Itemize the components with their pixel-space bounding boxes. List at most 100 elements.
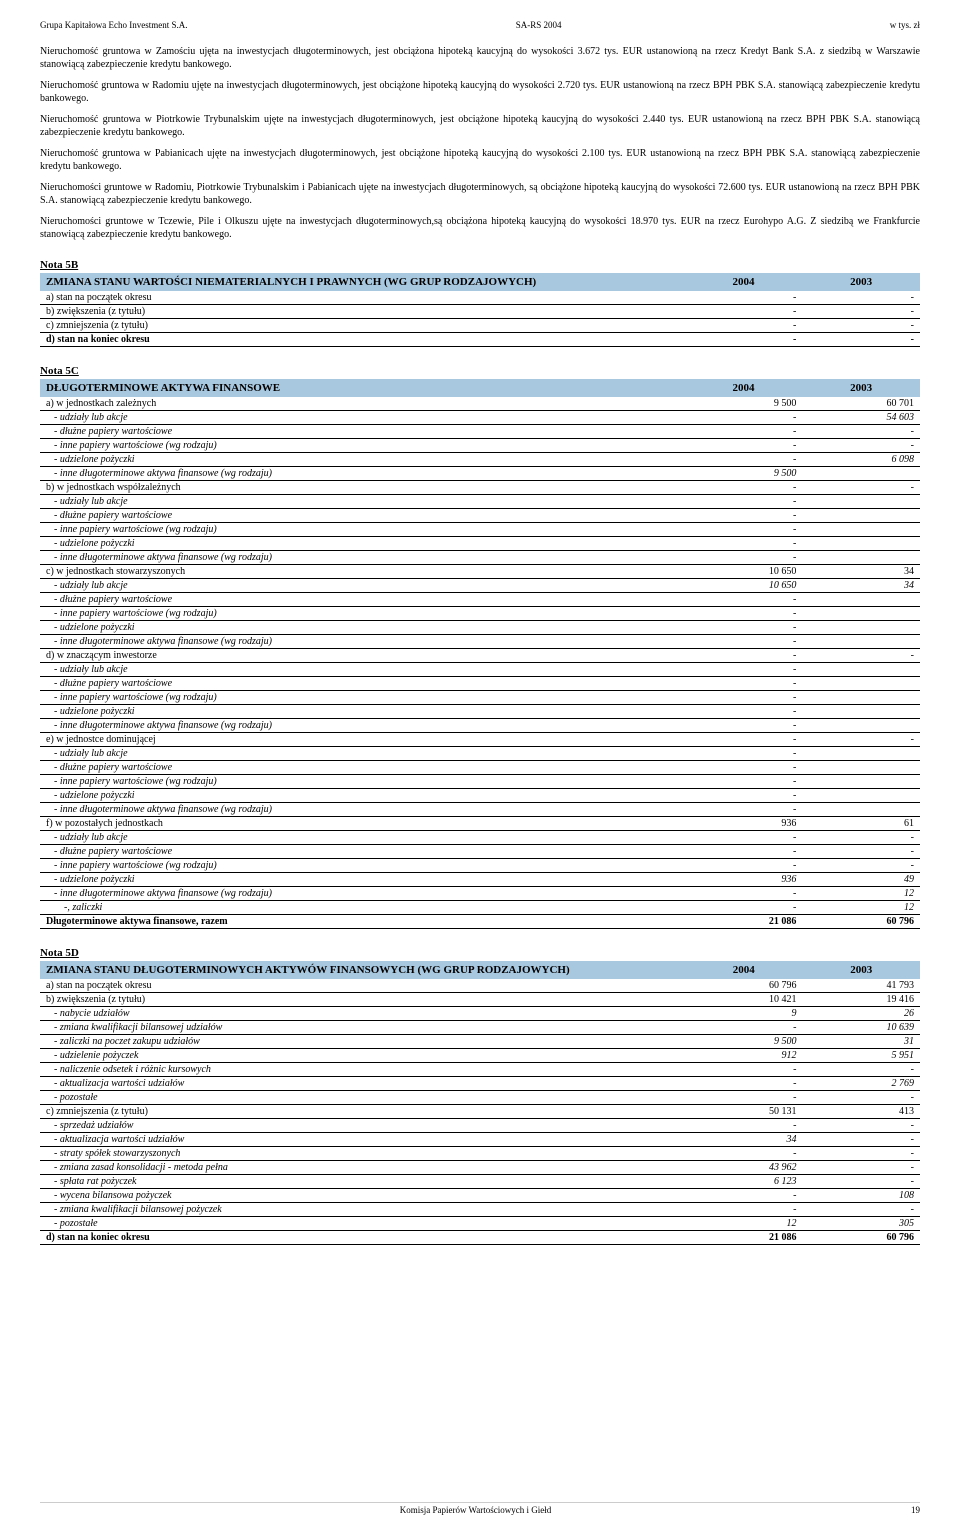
row-label: - udzielone pożyczki — [40, 537, 685, 551]
nota5c-table: DŁUGOTERMINOWE AKTYWA FINANSOWE 2004 200… — [40, 379, 920, 929]
nota5c-title: DŁUGOTERMINOWE AKTYWA FINANSOWE — [40, 379, 685, 397]
table-row: d) stan na koniec okresu21 08660 796 — [40, 1231, 920, 1245]
row-label: -, zaliczki — [40, 901, 685, 915]
row-value-2004: - — [685, 663, 803, 677]
row-value-2004: 34 — [685, 1133, 803, 1147]
nota5d-col1: 2004 — [685, 961, 803, 979]
row-value-2004: - — [685, 705, 803, 719]
table-row: - udzielone pożyczki- — [40, 705, 920, 719]
table-row: - udzielone pożyczki- — [40, 789, 920, 803]
table-row: - udziały lub akcje-54 603 — [40, 411, 920, 425]
row-value-2004: - — [685, 607, 803, 621]
row-value-2003: - — [802, 1063, 920, 1077]
row-value-2004: - — [685, 1203, 803, 1217]
table-row: - naliczenie odsetek i różnic kursowych -… — [40, 1063, 920, 1077]
table-row: - udzielone pożyczki-6 098 — [40, 453, 920, 467]
row-value-2003: 413 — [802, 1105, 920, 1119]
table-row: - aktualizacja wartości udziałów34- — [40, 1133, 920, 1147]
row-label: a) stan na początek okresu — [40, 291, 685, 305]
row-value-2004: - — [685, 859, 803, 873]
nota5d-col2: 2003 — [802, 961, 920, 979]
table-row: - inne papiery wartościowe (wg rodzaju)- — [40, 607, 920, 621]
row-value-2004: 9 500 — [685, 1035, 803, 1049]
nota5b-label: Nota 5B — [40, 259, 920, 271]
nota5c-col2: 2003 — [802, 379, 920, 397]
table-row: - inne długoterminowe aktywa finansowe (… — [40, 551, 920, 565]
row-value-2004: - — [685, 803, 803, 817]
row-label: - inne papiery wartościowe (wg rodzaju) — [40, 775, 685, 789]
table-row: - dłużne papiery wartościowe-- — [40, 425, 920, 439]
row-value-2003 — [802, 551, 920, 565]
table-row: - dłużne papiery wartościowe-- — [40, 845, 920, 859]
row-label: - wycena bilansowa pożyczek — [40, 1189, 685, 1203]
table-row: Długoterminowe aktywa finansowe, razem21… — [40, 915, 920, 929]
row-label: - udzielone pożyczki — [40, 453, 685, 467]
row-value-2003: 49 — [802, 873, 920, 887]
header-right: w tys. zł — [890, 20, 920, 30]
row-value-2003: - — [802, 649, 920, 663]
row-value-2004: - — [685, 789, 803, 803]
row-value-2003: 60 796 — [802, 915, 920, 929]
table-row: - wycena bilansowa pożyczek-108 — [40, 1189, 920, 1203]
row-value-2003: - — [802, 319, 920, 333]
page-header: Grupa Kapitałowa Echo Investment S.A. SA… — [40, 20, 920, 30]
row-value-2003: - — [802, 1133, 920, 1147]
row-value-2004: 9 500 — [685, 467, 803, 481]
table-row: - nabycie udziałów926 — [40, 1007, 920, 1021]
table-row: - udzielone pożyczki93649 — [40, 873, 920, 887]
row-label: a) stan na początek okresu — [40, 979, 685, 993]
paragraph: Nieruchomość gruntowa w Zamościu ujęta n… — [40, 45, 920, 71]
row-label: - naliczenie odsetek i różnic kursowych — [40, 1063, 685, 1077]
row-value-2003: - — [802, 1119, 920, 1133]
nota5c-header-row: DŁUGOTERMINOWE AKTYWA FINANSOWE 2004 200… — [40, 379, 920, 397]
row-value-2003 — [802, 677, 920, 691]
row-label: - zmiana zasad konsolidacji - metoda peł… — [40, 1161, 685, 1175]
row-label: - zmiana kwalifikacji bilansowej pożycze… — [40, 1203, 685, 1217]
table-row: c) zmniejszenia (z tytułu)50 131413 — [40, 1105, 920, 1119]
nota5d-table: ZMIANA STANU DŁUGOTERMINOWYCH AKTYWÓW FI… — [40, 961, 920, 1245]
row-label: - inne długoterminowe aktywa finansowe (… — [40, 467, 685, 481]
table-row: - inne papiery wartościowe (wg rodzaju)- — [40, 523, 920, 537]
row-label: - inne papiery wartościowe (wg rodzaju) — [40, 607, 685, 621]
row-value-2003 — [802, 747, 920, 761]
row-value-2004: 60 796 — [685, 979, 803, 993]
row-label: - dłużne papiery wartościowe — [40, 593, 685, 607]
row-value-2003: 60 796 — [802, 1231, 920, 1245]
row-value-2003 — [802, 607, 920, 621]
row-value-2004: - — [685, 453, 803, 467]
table-row: d) stan na koniec okresu-- — [40, 333, 920, 347]
row-value-2003 — [802, 719, 920, 733]
table-row: - zmiana kwalifikacji bilansowej pożycze… — [40, 1203, 920, 1217]
row-value-2003: - — [802, 1147, 920, 1161]
paragraph: Nieruchomość gruntowa w Pabianicach ujęt… — [40, 147, 920, 173]
table-row: - inne papiery wartościowe (wg rodzaju)-… — [40, 859, 920, 873]
row-value-2003: - — [802, 845, 920, 859]
row-label: - inne długoterminowe aktywa finansowe (… — [40, 887, 685, 901]
table-row: - straty spółek stowarzyszonych-- — [40, 1147, 920, 1161]
row-label: b) w jednostkach współzależnych — [40, 481, 685, 495]
row-label: - spłata rat pożyczek — [40, 1175, 685, 1189]
row-label: - straty spółek stowarzyszonych — [40, 1147, 685, 1161]
row-value-2004: - — [685, 733, 803, 747]
row-label: - udziały lub akcje — [40, 831, 685, 845]
row-label: - nabycie udziałów — [40, 1007, 685, 1021]
table-row: - zmiana kwalifikacji bilansowej udziałó… — [40, 1021, 920, 1035]
row-value-2004: - — [685, 495, 803, 509]
paragraph: Nieruchomości gruntowe w Radomiu, Piotrk… — [40, 181, 920, 207]
row-value-2003: 10 639 — [802, 1021, 920, 1035]
row-value-2004: - — [685, 677, 803, 691]
row-value-2004: - — [685, 1189, 803, 1203]
row-label: - inne długoterminowe aktywa finansowe (… — [40, 803, 685, 817]
row-label: - dłużne papiery wartościowe — [40, 509, 685, 523]
table-row: d) w znaczącym inwestorze-- — [40, 649, 920, 663]
table-row: a) stan na początek okresu60 79641 793 — [40, 979, 920, 993]
table-row: - inne papiery wartościowe (wg rodzaju)- — [40, 775, 920, 789]
row-value-2003 — [802, 789, 920, 803]
row-value-2004: - — [685, 439, 803, 453]
table-row: - udziały lub akcje- — [40, 747, 920, 761]
row-value-2003: 2 769 — [802, 1077, 920, 1091]
row-value-2004: - — [685, 305, 803, 319]
nota5b-col1: 2004 — [685, 273, 803, 291]
table-row: - inne długoterminowe aktywa finansowe (… — [40, 803, 920, 817]
row-value-2004: 12 — [685, 1217, 803, 1231]
